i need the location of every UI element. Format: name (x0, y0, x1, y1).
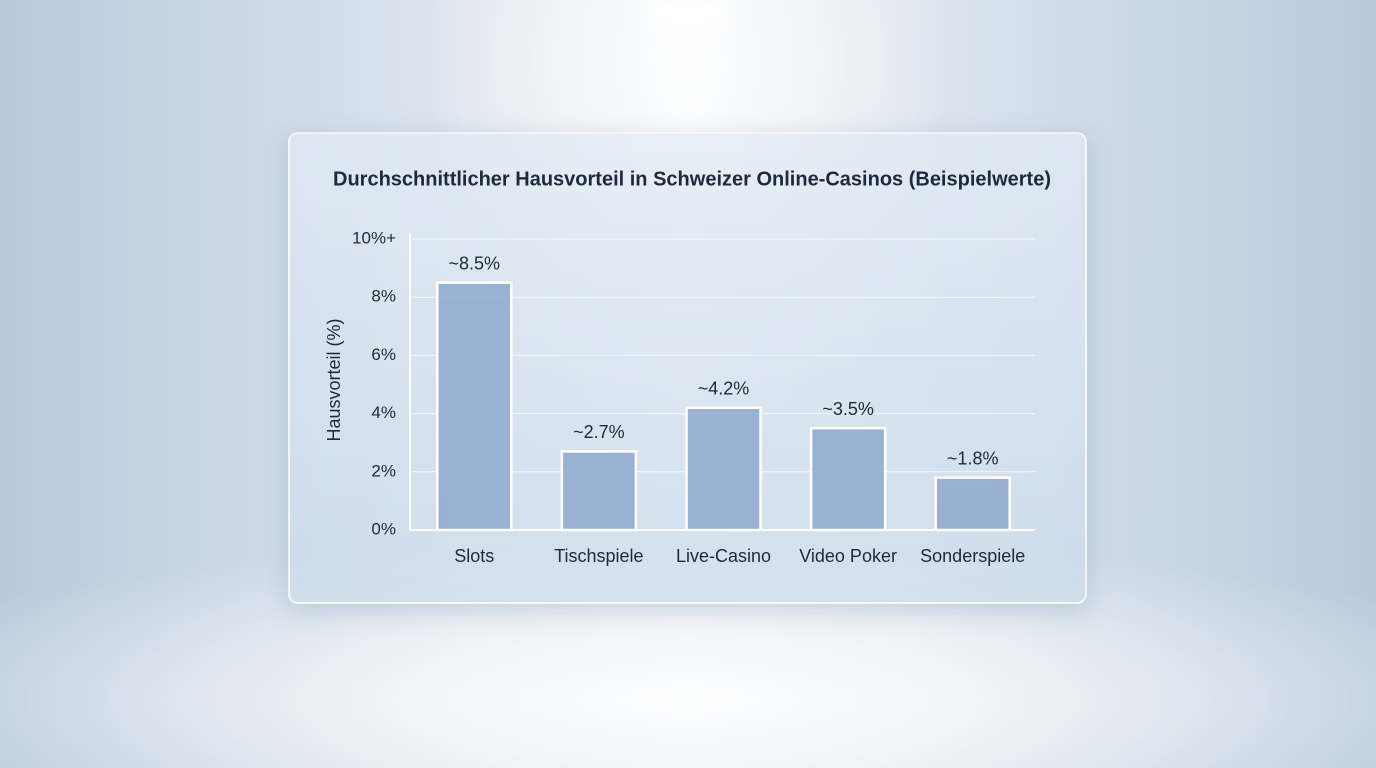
bar (436, 281, 513, 532)
x-tick-label: Live-Casino (676, 546, 771, 566)
value-label: ~3.5% (822, 399, 874, 419)
value-label: ~8.5% (449, 253, 501, 273)
spotlight (650, 4, 726, 24)
value-label: ~1.8% (947, 448, 999, 468)
x-tick-label: Sonderspiele (920, 546, 1025, 566)
bar (685, 406, 762, 532)
bar (934, 476, 1011, 532)
x-tick-label: Slots (454, 546, 494, 566)
y-tick-label: 4% (371, 403, 396, 422)
chart-title: Durchschnittlicher Hausvorteil in Schwei… (333, 168, 1051, 190)
x-tick-label: Tischspiele (554, 546, 643, 566)
y-tick-label: 10%+ (352, 228, 396, 247)
y-tick-label: 8% (371, 287, 396, 306)
x-tick-label: Video Poker (799, 546, 897, 566)
value-label: ~2.7% (573, 422, 625, 442)
y-tick-label: 2% (371, 461, 396, 480)
bar (809, 426, 887, 532)
value-label: ~4.2% (698, 379, 750, 399)
bar (560, 450, 638, 532)
y-axis-label: Hausvorteil (%) (324, 318, 344, 441)
y-tick-label: 0% (371, 519, 396, 538)
y-tick-label: 6% (371, 345, 396, 364)
